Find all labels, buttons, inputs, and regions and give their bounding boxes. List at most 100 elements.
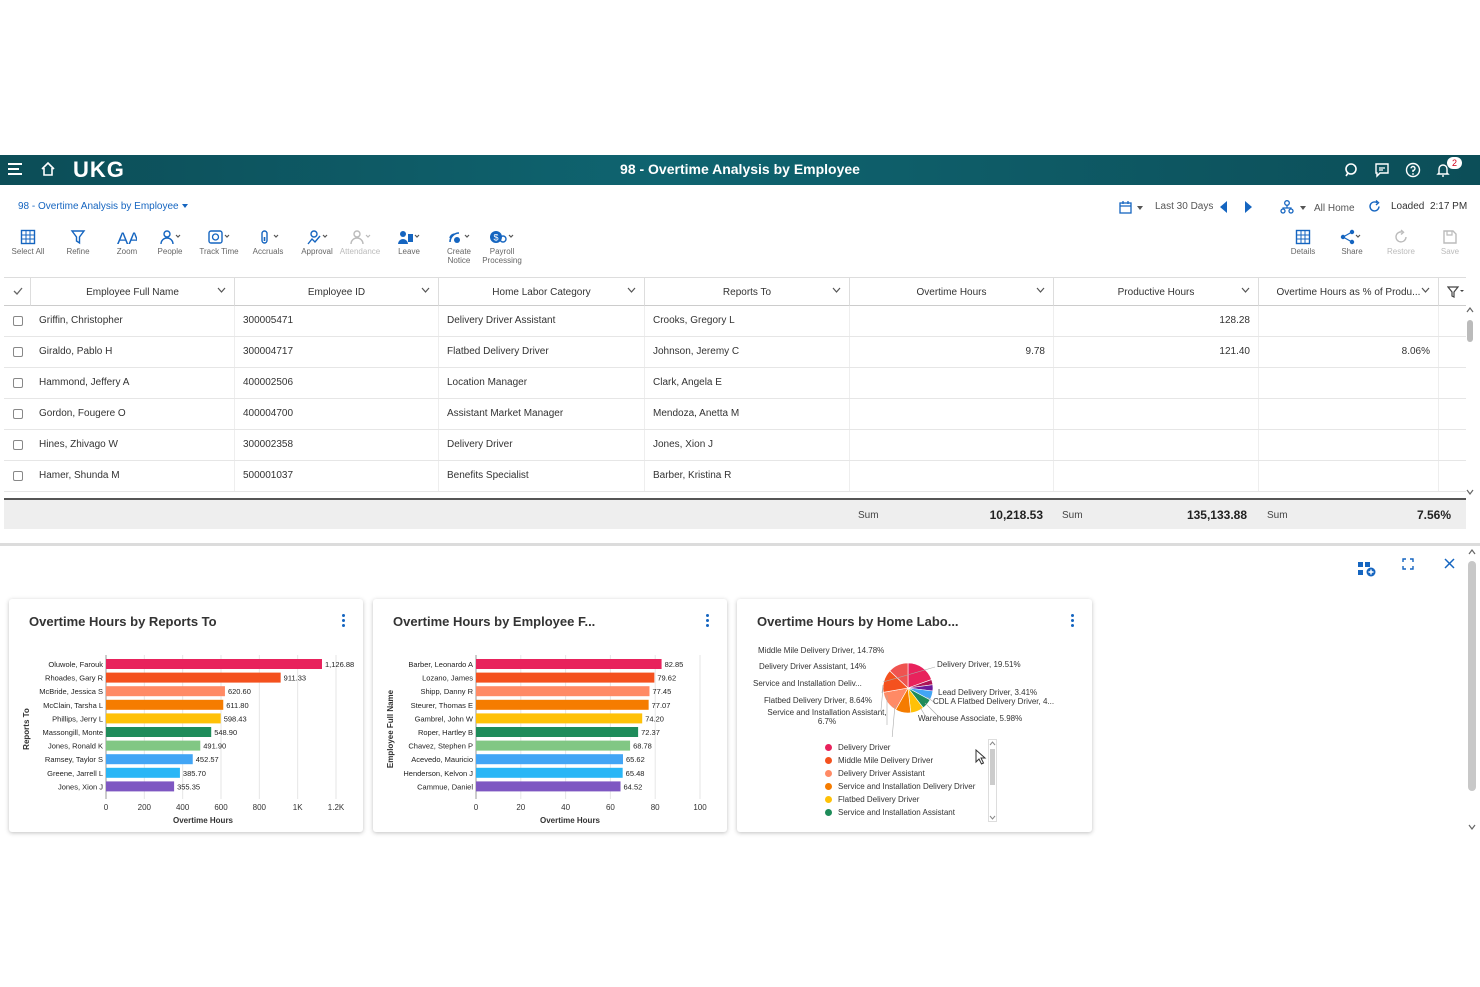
pie-slice[interactable] bbox=[889, 662, 909, 689]
more-options-icon[interactable] bbox=[1071, 614, 1074, 629]
bar[interactable] bbox=[476, 754, 623, 765]
payroll-processing-button[interactable]: $ Payroll Processing bbox=[472, 229, 532, 265]
home-icon[interactable] bbox=[40, 161, 56, 177]
attendance-button[interactable]: Attendance bbox=[330, 229, 390, 256]
add-tile-icon[interactable] bbox=[1357, 561, 1377, 577]
chevron-down-icon[interactable] bbox=[1036, 287, 1045, 293]
dashboard-scrollbar[interactable] bbox=[1467, 547, 1477, 832]
bar[interactable] bbox=[476, 659, 662, 669]
bar[interactable] bbox=[476, 672, 655, 683]
column-header-overtime-pct[interactable]: Overtime Hours as % of Produ... bbox=[1259, 278, 1439, 306]
people-button[interactable]: People bbox=[140, 229, 200, 256]
scroll-down-icon[interactable] bbox=[989, 815, 996, 820]
close-icon[interactable] bbox=[1444, 558, 1455, 569]
bar[interactable] bbox=[476, 740, 631, 751]
approval-button[interactable]: Approval bbox=[287, 229, 347, 256]
select-all-button[interactable]: Select All bbox=[0, 229, 58, 256]
table-row[interactable]: Hammond, Jeffery A 400002506 Location Mana… bbox=[4, 368, 1466, 399]
bar[interactable] bbox=[106, 727, 212, 737]
table-row[interactable]: Hines, Zhivago W 300002358 Delivery Driver… bbox=[4, 430, 1466, 461]
row-checkbox[interactable] bbox=[13, 378, 23, 388]
legend-scrollbar[interactable] bbox=[988, 739, 997, 822]
refine-button[interactable]: Refine bbox=[48, 229, 108, 256]
panel-splitter[interactable] bbox=[0, 543, 1480, 546]
bar[interactable] bbox=[106, 686, 225, 697]
chevron-down-icon[interactable] bbox=[1137, 206, 1143, 210]
row-checkbox[interactable] bbox=[13, 316, 23, 326]
scroll-down-icon[interactable] bbox=[1468, 824, 1476, 830]
more-options-icon[interactable] bbox=[342, 614, 345, 629]
refresh-icon[interactable] bbox=[1368, 200, 1381, 213]
bar[interactable] bbox=[476, 727, 639, 737]
row-checkbox[interactable] bbox=[13, 440, 23, 450]
bar[interactable] bbox=[106, 672, 281, 683]
bar[interactable] bbox=[476, 767, 623, 778]
location-label[interactable]: All Home bbox=[1314, 203, 1355, 214]
legend-item[interactable]: Delivery Driver Assistant bbox=[825, 767, 975, 780]
row-checkbox[interactable] bbox=[13, 471, 23, 481]
menu-icon[interactable] bbox=[8, 163, 22, 175]
bar[interactable] bbox=[106, 781, 175, 792]
row-checkbox[interactable] bbox=[13, 409, 23, 419]
legend-item[interactable]: Service and Installation Delivery Driver bbox=[825, 780, 975, 793]
grid-filter-button[interactable] bbox=[1439, 278, 1466, 306]
column-header-employee-name[interactable]: Employee Full Name bbox=[31, 278, 235, 306]
scroll-down-icon[interactable] bbox=[1466, 489, 1474, 495]
zoom-button[interactable]: AA Zoom bbox=[97, 229, 157, 256]
column-header-home-labor-category[interactable]: Home Labor Category bbox=[439, 278, 645, 306]
scroll-up-icon[interactable] bbox=[1466, 307, 1474, 313]
chevron-down-icon[interactable] bbox=[1421, 287, 1430, 293]
timeframe-label[interactable]: Last 30 Days bbox=[1155, 201, 1214, 212]
bar[interactable] bbox=[476, 699, 649, 710]
column-header-employee-id[interactable]: Employee ID bbox=[235, 278, 439, 306]
grid-scrollbar[interactable] bbox=[1465, 307, 1475, 497]
chevron-down-icon[interactable] bbox=[217, 287, 226, 293]
legend-item[interactable]: Middle Mile Delivery Driver bbox=[825, 754, 975, 767]
bar[interactable] bbox=[476, 686, 650, 697]
column-header-overtime-hours[interactable]: Overtime Hours bbox=[850, 278, 1054, 306]
table-row[interactable]: Gordon, Fougere O 400004700 Assistant Mark… bbox=[4, 399, 1466, 430]
report-selector[interactable]: 98 - Overtime Analysis by Employee bbox=[18, 201, 188, 212]
bar[interactable] bbox=[106, 740, 201, 751]
chevron-down-icon[interactable] bbox=[1241, 287, 1250, 293]
legend-item[interactable]: Service and Installation Assistant bbox=[825, 806, 975, 819]
search-icon[interactable] bbox=[1343, 162, 1359, 178]
bar[interactable] bbox=[106, 754, 193, 765]
previous-period-icon[interactable] bbox=[1220, 201, 1228, 213]
chevron-down-icon[interactable] bbox=[1300, 206, 1306, 210]
column-header-productive-hours[interactable]: Productive Hours bbox=[1054, 278, 1259, 306]
leave-button[interactable]: Leave bbox=[379, 229, 439, 256]
expand-icon[interactable] bbox=[1402, 558, 1414, 570]
accruals-button[interactable]: Accruals bbox=[238, 229, 298, 256]
table-row[interactable]: Giraldo, Pablo H 300004717 Flatbed Deliver… bbox=[4, 337, 1466, 368]
legend-item[interactable]: Flatbed Delivery Driver bbox=[825, 793, 975, 806]
bar[interactable] bbox=[106, 659, 322, 669]
row-checkbox[interactable] bbox=[13, 347, 23, 357]
save-button[interactable]: Save bbox=[1420, 229, 1480, 256]
scroll-up-icon[interactable] bbox=[989, 741, 996, 746]
bar[interactable] bbox=[476, 713, 643, 724]
chevron-down-icon[interactable] bbox=[627, 287, 636, 293]
scroll-up-icon[interactable] bbox=[1468, 549, 1476, 555]
bar[interactable] bbox=[106, 713, 221, 724]
create-notice-button[interactable]: Create Notice bbox=[429, 229, 489, 265]
scroll-thumb[interactable] bbox=[1467, 320, 1473, 342]
chat-icon[interactable] bbox=[1374, 162, 1390, 178]
track-time-button[interactable]: Track Time bbox=[189, 229, 249, 256]
more-options-icon[interactable] bbox=[706, 614, 709, 629]
help-icon[interactable] bbox=[1405, 162, 1421, 178]
table-row[interactable]: Hamer, Shunda M 500001037 Benefits Special… bbox=[4, 461, 1466, 492]
chevron-down-icon[interactable] bbox=[832, 287, 841, 293]
bar[interactable] bbox=[476, 781, 621, 792]
calendar-icon[interactable] bbox=[1119, 201, 1133, 214]
scroll-thumb[interactable] bbox=[1468, 561, 1476, 791]
bar[interactable] bbox=[106, 767, 180, 778]
table-row[interactable]: Griffin, Christopher 300005471 Delivery Dr… bbox=[4, 306, 1466, 337]
bar[interactable] bbox=[106, 699, 224, 710]
restore-button[interactable]: Restore bbox=[1371, 229, 1431, 256]
location-hierarchy-icon[interactable] bbox=[1280, 200, 1294, 214]
share-button[interactable]: Share bbox=[1322, 229, 1382, 256]
chevron-down-icon[interactable] bbox=[421, 287, 430, 293]
column-header-reports-to[interactable]: Reports To bbox=[645, 278, 850, 306]
scroll-thumb[interactable] bbox=[990, 749, 995, 785]
